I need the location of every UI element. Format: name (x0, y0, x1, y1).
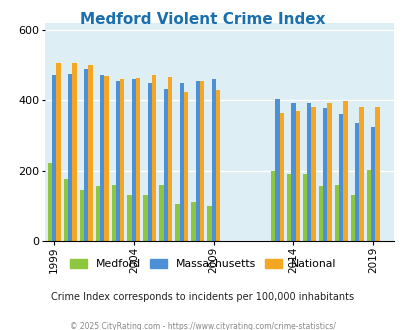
Bar (120, 79, 124, 241)
Bar (275, 99, 279, 241)
Bar (143, 195, 147, 241)
Bar (56, 63, 60, 241)
Bar (350, 195, 354, 241)
Bar (207, 206, 211, 241)
Bar (95, 186, 100, 241)
Bar (127, 195, 132, 241)
Bar (215, 90, 220, 241)
Bar (295, 111, 299, 241)
Bar (374, 107, 379, 241)
Bar (72, 63, 77, 241)
Bar (191, 202, 195, 241)
Text: Crime Index corresponds to incidents per 100,000 inhabitants: Crime Index corresponds to incidents per… (51, 292, 354, 302)
Bar (104, 76, 108, 241)
Bar (151, 75, 156, 241)
Bar (183, 92, 188, 241)
Bar (132, 79, 136, 241)
Text: © 2025 CityRating.com - https://www.cityrating.com/crime-statistics/: © 2025 CityRating.com - https://www.city… (70, 322, 335, 330)
Bar (290, 103, 295, 241)
Bar (115, 81, 120, 241)
Bar (302, 174, 307, 241)
Bar (168, 77, 172, 241)
Text: Medford Violent Crime Index: Medford Violent Crime Index (80, 12, 325, 26)
Bar (279, 114, 283, 241)
Bar (175, 204, 179, 241)
Bar (318, 186, 322, 241)
Bar (163, 89, 168, 241)
Bar (179, 83, 183, 241)
Bar (84, 69, 88, 241)
Bar (343, 101, 347, 241)
Bar (322, 108, 326, 241)
Bar (358, 107, 363, 241)
Bar (147, 83, 151, 241)
Bar (286, 174, 290, 241)
Bar (68, 74, 72, 241)
Bar (52, 75, 56, 241)
Bar (326, 103, 331, 241)
Bar (354, 123, 358, 241)
Bar (159, 185, 163, 241)
Bar (88, 65, 92, 241)
Bar (48, 163, 52, 241)
Bar (270, 171, 275, 241)
Bar (307, 103, 311, 241)
Bar (199, 81, 204, 241)
Bar (334, 185, 338, 241)
Bar (366, 170, 370, 241)
Bar (195, 81, 199, 241)
Bar (370, 127, 374, 241)
Legend: Medford, Massachusetts, National: Medford, Massachusetts, National (66, 254, 339, 274)
Bar (338, 115, 343, 241)
Bar (211, 79, 215, 241)
Bar (64, 180, 68, 241)
Bar (79, 190, 84, 241)
Bar (100, 75, 104, 241)
Bar (136, 78, 140, 241)
Bar (311, 107, 315, 241)
Bar (111, 185, 115, 241)
